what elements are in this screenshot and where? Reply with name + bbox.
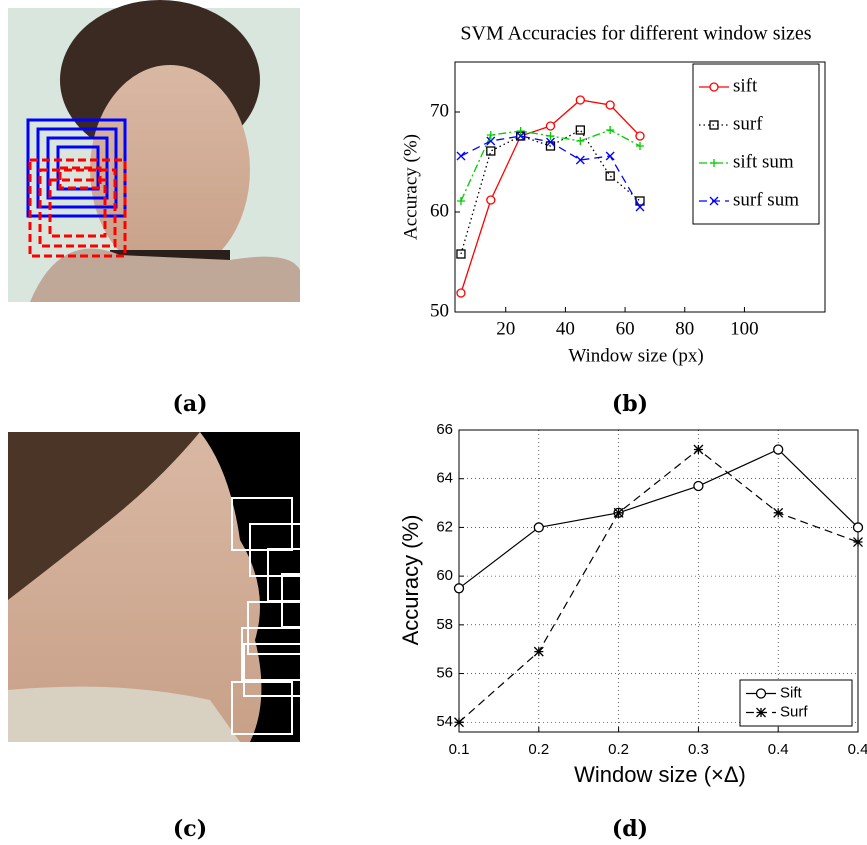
y-axis-label: Accuracy (%) — [398, 515, 423, 646]
marker — [576, 96, 584, 104]
x-tick-label: 0.3 — [688, 741, 709, 758]
photo-c — [8, 432, 340, 742]
chart-d: Window size (×Δ) Accuracy (%) 0.1 0.2 0.2 0.3… — [398, 421, 867, 787]
panel-label: (c) — [173, 816, 207, 842]
marker — [455, 584, 464, 593]
x-tick-label: 20 — [496, 318, 515, 339]
x-tick-label: 0.1 — [449, 741, 470, 758]
marker — [854, 538, 863, 547]
x-tick-label: 0.4 — [768, 741, 789, 758]
series-line — [461, 130, 640, 201]
marker — [534, 523, 543, 532]
marker — [576, 126, 584, 134]
panel-label: (d) — [612, 816, 648, 842]
y-tick-label: 62 — [436, 518, 453, 535]
y-tick-label: 60 — [436, 567, 453, 584]
x-tick-label: 0.2 — [608, 741, 629, 758]
marker — [457, 197, 465, 205]
y-tick-label: 70 — [430, 100, 449, 121]
marker — [455, 718, 464, 727]
legend-marker — [710, 83, 718, 91]
marker — [614, 508, 623, 517]
x-axis-label: Window size (px) — [568, 345, 703, 366]
panel-label: (a) — [172, 391, 207, 417]
legend-label: sift — [733, 75, 758, 96]
figure: SVM Accuracies for different window size… — [0, 0, 867, 845]
y-tick-label: 50 — [430, 300, 449, 321]
legend-label: surf — [733, 113, 763, 134]
panel-label: (b) — [612, 391, 648, 417]
marker — [487, 147, 495, 155]
marker — [576, 137, 584, 145]
marker — [487, 196, 495, 204]
marker — [606, 172, 614, 180]
legend-marker — [757, 689, 766, 698]
marker — [636, 203, 644, 211]
chart-b: SVM Accuracies for different window size… — [400, 23, 825, 367]
marker — [774, 445, 783, 454]
photo-a — [8, 0, 300, 302]
y-tick-label: 58 — [436, 616, 453, 633]
x-tick-label: 0.4 — [848, 741, 867, 758]
y-tick-label: 56 — [436, 665, 453, 682]
y-axis-label: Accuracy (%) — [400, 134, 421, 240]
legend-label: sift sum — [733, 151, 794, 172]
marker — [606, 101, 614, 109]
y-tick-label: 66 — [436, 421, 453, 438]
marker — [636, 132, 644, 140]
marker — [694, 445, 703, 454]
x-tick-label: 0.2 — [528, 741, 549, 758]
marker — [457, 289, 465, 297]
x-tick-label: 60 — [616, 318, 635, 339]
marker — [774, 508, 783, 517]
y-tick-label: 54 — [436, 713, 453, 730]
marker — [606, 126, 614, 134]
y-tick-label: 60 — [430, 200, 449, 221]
marker — [854, 523, 863, 532]
legend-label: surf sum — [733, 189, 799, 210]
legend-label: Sift — [780, 684, 803, 701]
y-tick-label: 64 — [436, 470, 453, 487]
x-tick-label: 100 — [730, 318, 759, 339]
marker — [534, 647, 543, 656]
marker — [457, 152, 465, 160]
marker — [694, 482, 703, 491]
marker — [636, 142, 644, 150]
legend-label: Surf — [780, 703, 808, 720]
series-line — [459, 449, 858, 588]
marker — [546, 122, 554, 130]
legend-marker — [757, 708, 766, 717]
chart-title: SVM Accuracies for different window size… — [460, 23, 811, 45]
x-tick-label: 40 — [556, 318, 575, 339]
x-axis-label: Window size (×Δ) — [574, 762, 746, 787]
series-line — [461, 130, 640, 254]
x-tick-label: 80 — [675, 318, 694, 339]
